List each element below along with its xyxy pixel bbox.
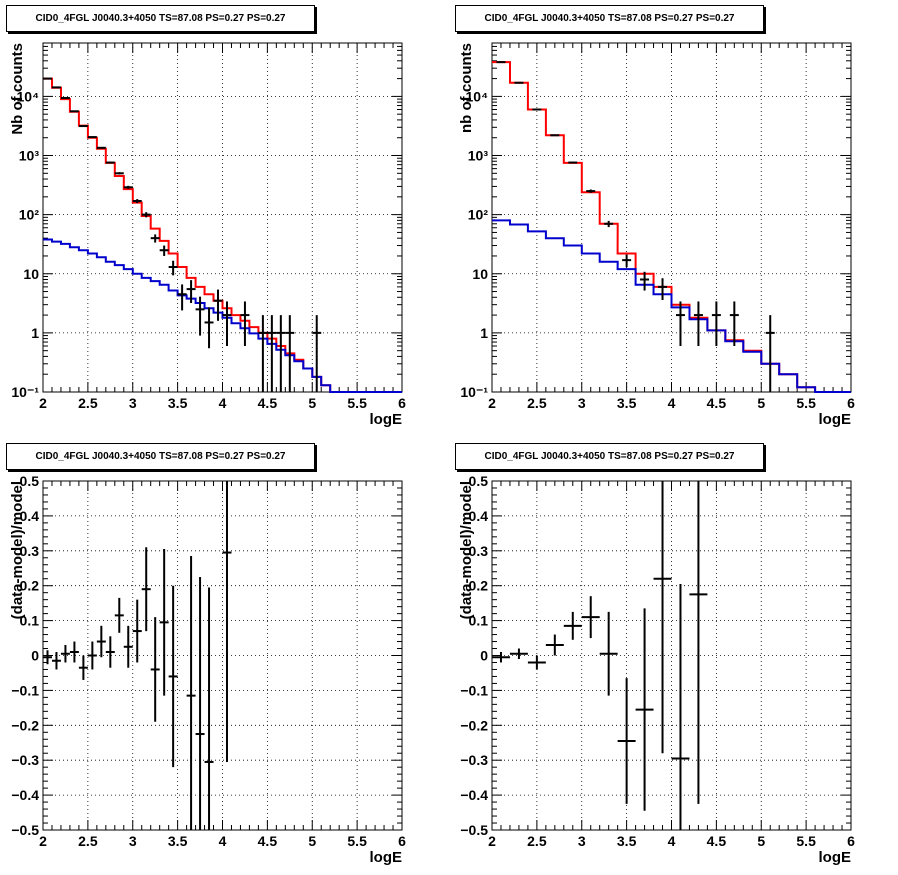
x-axis-title: logE: [370, 411, 403, 428]
y-tick-label: 0.5: [20, 473, 40, 489]
x-tick-label: 5: [308, 833, 316, 849]
x-tick-label: 3.5: [617, 833, 637, 849]
y-axis-title: Nb of counts: [9, 43, 26, 135]
x-tick-label: 2.5: [527, 833, 547, 849]
y-tick-label: 0: [31, 648, 39, 664]
x-axis-title: logE: [819, 411, 852, 428]
residual-panel-right: 2 2.5 3 3.5 4 4.5 5 5.5 6 logE −0.5 −0.4 −0.3 −0.2 −0.…: [449, 438, 898, 875]
panel-title: CID0_4FGL J0040.3+4050 TS=87.08 PS=0.27 …: [455, 443, 764, 470]
x-tick-label: 4: [219, 395, 227, 411]
x-tick-label: 2: [488, 395, 496, 411]
y-tick-label: 10²: [468, 207, 489, 223]
y-axis-title: (data-model)/model: [9, 481, 26, 619]
x-tick-label: 6: [847, 395, 855, 411]
x-tick-label: 2.5: [78, 395, 98, 411]
y-tick-label: 0.2: [469, 578, 489, 594]
x-tick-label: 2: [39, 833, 47, 849]
y-tick-label: 10: [472, 266, 488, 282]
x-tick-label: 3.5: [617, 395, 637, 411]
x-tick-label: 4: [668, 395, 676, 411]
x-tick-label: 2.5: [78, 833, 98, 849]
plot-frame: [491, 480, 852, 831]
y-tick-label: −0.4: [460, 787, 488, 803]
y-tick-label: 0.4: [469, 508, 489, 524]
panel-title: CID0_4FGL J0040.3+4050 TS=87.08 PS=0.27 …: [455, 5, 764, 32]
x-axis-title: logE: [819, 849, 852, 866]
y-tick-label: −0.1: [460, 682, 488, 698]
y-tick-label: 10⁻¹: [460, 384, 488, 400]
y-tick-label: 10³: [19, 148, 40, 164]
y-tick-label: 0.2: [20, 578, 40, 594]
y-tick-label: 10²: [19, 207, 40, 223]
y-tick-label: 0: [480, 648, 488, 664]
x-tick-label: 4.5: [258, 395, 278, 411]
x-tick-label: 5: [757, 833, 765, 849]
x-tick-label: 4.5: [707, 833, 727, 849]
x-tick-label: 4.5: [707, 395, 727, 411]
x-tick-label: 6: [398, 395, 406, 411]
x-tick-label: 5.5: [347, 395, 367, 411]
y-tick-label: 0.4: [20, 508, 40, 524]
y-axis-title: (data-model)/model: [458, 481, 475, 619]
x-tick-label: 2.5: [527, 395, 547, 411]
counts-panel-left: 2 2.5 3 3.5 4 4.5 5 5.5 6 logE 10⁻¹ 1 10 10² 10³ 10⁴ Nb …: [0, 0, 449, 437]
x-tick-label: 4: [219, 833, 227, 849]
y-tick-label: −0.1: [11, 682, 39, 698]
model-background-step: [492, 219, 851, 393]
y-tick-label: 0.3: [20, 543, 40, 559]
y-tick-label: 1: [31, 325, 39, 341]
y-tick-label: 0.3: [469, 543, 489, 559]
x-tick-label: 5.5: [347, 833, 367, 849]
x-tick-label: 3: [578, 395, 586, 411]
y-tick-label: −0.5: [460, 822, 488, 838]
x-tick-label: 6: [847, 833, 855, 849]
x-tick-label: 5: [757, 395, 765, 411]
x-tick-label: 4: [668, 833, 676, 849]
x-tick-label: 2: [39, 395, 47, 411]
x-tick-label: 4.5: [258, 833, 278, 849]
x-tick-label: 3.5: [168, 833, 188, 849]
y-tick-label: −0.4: [11, 787, 39, 803]
x-tick-label: 3: [129, 833, 137, 849]
counts-panel-right: 2 2.5 3 3.5 4 4.5 5 5.5 6 logE 10⁻¹ 1 10 10² 10³ 10⁴ nb …: [449, 0, 898, 437]
x-tick-label: 6: [398, 833, 406, 849]
x-tick-label: 5.5: [796, 395, 816, 411]
y-tick-label: 1: [480, 325, 488, 341]
y-tick-label: 0.1: [469, 613, 489, 629]
x-tick-label: 2: [488, 833, 496, 849]
panel-title: CID0_4FGL J0040.3+4050 TS=87.08 PS=0.27 …: [6, 443, 315, 470]
y-tick-label: 0.1: [20, 613, 40, 629]
y-tick-label: 10⁻¹: [11, 384, 39, 400]
panel-title: CID0_4FGL J0040.3+4050 TS=87.08 PS=0.27 …: [6, 5, 315, 32]
y-tick-label: 10⁴: [466, 88, 489, 104]
y-tick-label: 10⁴: [17, 88, 40, 104]
x-axis-title: logE: [370, 849, 403, 866]
y-tick-label: −0.3: [11, 752, 39, 768]
y-tick-label: 10: [23, 266, 39, 282]
x-tick-label: 3: [129, 395, 137, 411]
y-tick-label: −0.2: [460, 717, 488, 733]
x-tick-label: 3.5: [168, 395, 188, 411]
plot-frame: [42, 42, 403, 393]
y-tick-label: −0.3: [460, 752, 488, 768]
x-tick-label: 3: [578, 833, 586, 849]
y-tick-label: −0.2: [11, 717, 39, 733]
residual-panel-left: 2 2.5 3 3.5 4 4.5 5 5.5 6 logE −0.5 −0.4 −0.3 −0.2 −0.…: [0, 438, 449, 875]
y-tick-label: 0.5: [469, 473, 489, 489]
y-tick-label: 10³: [468, 148, 489, 164]
y-axis-title: nb of counts: [458, 43, 475, 133]
x-tick-label: 5: [308, 395, 316, 411]
x-tick-label: 5.5: [796, 833, 816, 849]
y-tick-label: −0.5: [11, 822, 39, 838]
